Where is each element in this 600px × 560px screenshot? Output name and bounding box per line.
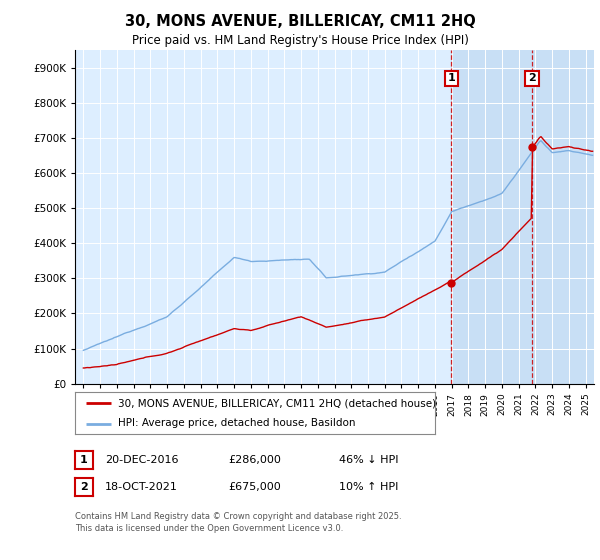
Text: 2: 2 [80, 482, 88, 492]
Text: 1: 1 [80, 455, 88, 465]
Text: 20-DEC-2016: 20-DEC-2016 [105, 455, 179, 465]
Text: 30, MONS AVENUE, BILLERICAY, CM11 2HQ (detached house): 30, MONS AVENUE, BILLERICAY, CM11 2HQ (d… [118, 398, 436, 408]
Text: £675,000: £675,000 [228, 482, 281, 492]
Text: 18-OCT-2021: 18-OCT-2021 [105, 482, 178, 492]
Text: 1: 1 [448, 73, 455, 83]
Text: £286,000: £286,000 [228, 455, 281, 465]
Text: Contains HM Land Registry data © Crown copyright and database right 2025.
This d: Contains HM Land Registry data © Crown c… [75, 512, 401, 533]
Text: 46% ↓ HPI: 46% ↓ HPI [339, 455, 398, 465]
Text: 30, MONS AVENUE, BILLERICAY, CM11 2HQ: 30, MONS AVENUE, BILLERICAY, CM11 2HQ [125, 14, 475, 29]
Text: 2: 2 [528, 73, 536, 83]
Text: 10% ↑ HPI: 10% ↑ HPI [339, 482, 398, 492]
Text: Price paid vs. HM Land Registry's House Price Index (HPI): Price paid vs. HM Land Registry's House … [131, 34, 469, 46]
Bar [451, 50, 594, 384]
Text: HPI: Average price, detached house, Basildon: HPI: Average price, detached house, Basi… [118, 418, 356, 428]
